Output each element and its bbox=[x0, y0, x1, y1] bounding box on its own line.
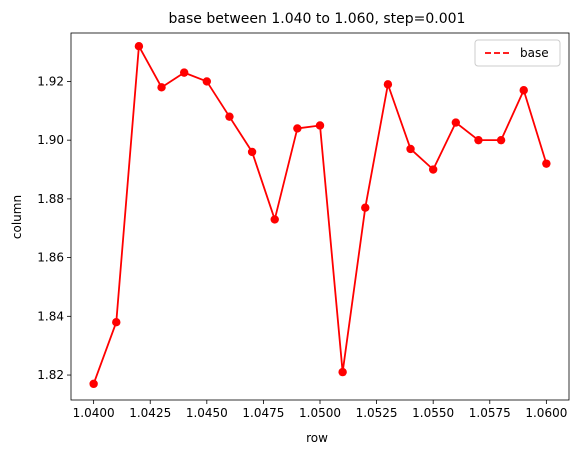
y-axis-label: column bbox=[10, 195, 24, 239]
data-point bbox=[520, 86, 528, 94]
x-tick-label: 1.0600 bbox=[525, 406, 567, 420]
data-point bbox=[203, 77, 211, 85]
data-point bbox=[316, 121, 324, 129]
data-point bbox=[452, 118, 460, 126]
x-tick-label: 1.0525 bbox=[356, 406, 398, 420]
data-point bbox=[406, 145, 414, 153]
data-point bbox=[474, 136, 482, 144]
data-point bbox=[271, 215, 279, 223]
x-tick-label: 1.0500 bbox=[299, 406, 341, 420]
x-tick-label: 1.0575 bbox=[469, 406, 511, 420]
data-point bbox=[180, 68, 188, 76]
x-axis-label: row bbox=[306, 431, 328, 445]
y-tick-label: 1.86 bbox=[37, 251, 64, 265]
data-point bbox=[248, 148, 256, 156]
data-point bbox=[112, 318, 120, 326]
data-point bbox=[293, 124, 301, 132]
data-point bbox=[542, 159, 550, 167]
x-tick-label: 1.0400 bbox=[73, 406, 115, 420]
legend-label-base: base bbox=[520, 46, 549, 60]
data-point bbox=[497, 136, 505, 144]
legend: base bbox=[475, 40, 560, 66]
data-point bbox=[338, 368, 346, 376]
data-point bbox=[89, 380, 97, 388]
data-point bbox=[135, 42, 143, 50]
x-tick-label: 1.0475 bbox=[242, 406, 284, 420]
x-tick-label: 1.0550 bbox=[412, 406, 454, 420]
data-point bbox=[429, 165, 437, 173]
data-point bbox=[361, 203, 369, 211]
y-tick-label: 1.90 bbox=[37, 133, 64, 147]
y-tick-label: 1.84 bbox=[37, 309, 64, 323]
y-tick-label: 1.88 bbox=[37, 192, 64, 206]
data-point bbox=[157, 83, 165, 91]
x-tick-label: 1.0425 bbox=[129, 406, 171, 420]
y-tick-label: 1.92 bbox=[37, 74, 64, 88]
chart-title: base between 1.040 to 1.060, step=0.001 bbox=[169, 11, 466, 27]
data-point bbox=[225, 112, 233, 120]
data-point bbox=[384, 80, 392, 88]
x-tick-label: 1.0450 bbox=[186, 406, 228, 420]
y-tick-label: 1.82 bbox=[37, 368, 64, 382]
